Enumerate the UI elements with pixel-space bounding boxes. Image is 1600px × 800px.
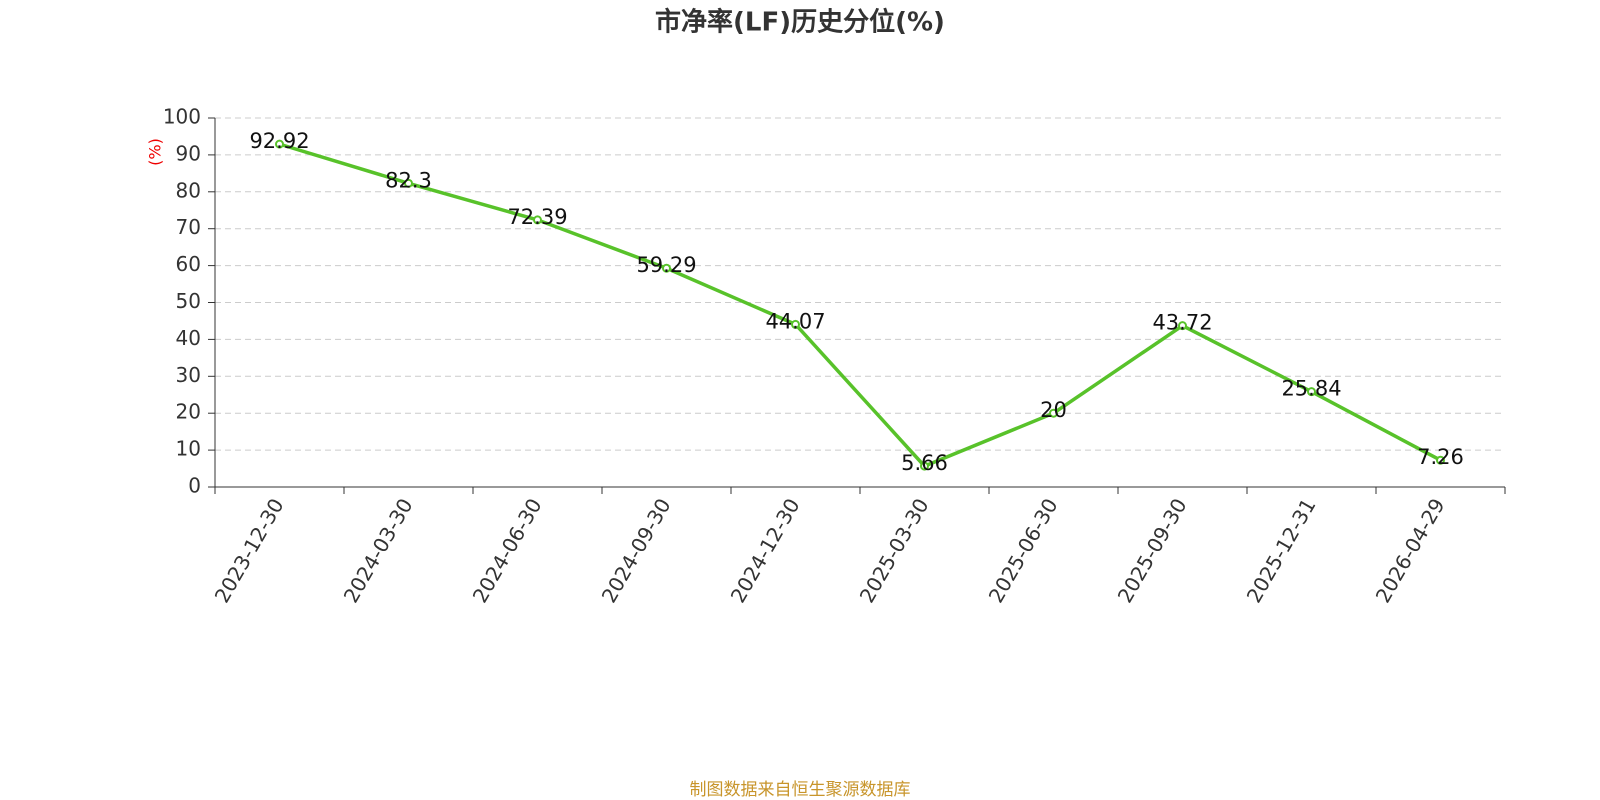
point bbox=[920, 461, 929, 471]
point bbox=[275, 139, 284, 149]
x-tick-label: 2025-12-31 bbox=[1242, 494, 1321, 607]
data-label: 92.92 bbox=[249, 129, 309, 153]
data-label: 7.26 bbox=[1417, 445, 1464, 469]
point bbox=[791, 319, 800, 329]
point bbox=[1178, 321, 1187, 331]
y-tick-label: 100 bbox=[163, 105, 201, 129]
y-tick-label: 60 bbox=[176, 252, 201, 276]
chart-title: 市净率(LF)历史分位(%) bbox=[655, 7, 945, 38]
data-label: 82.3 bbox=[385, 168, 432, 192]
data-label: 72.39 bbox=[507, 205, 567, 229]
x-tick-label: 2024-06-30 bbox=[468, 494, 547, 607]
x-tick-label: 2024-12-30 bbox=[726, 494, 805, 607]
point bbox=[1049, 408, 1058, 418]
data-label: 5.66 bbox=[901, 451, 948, 475]
point bbox=[533, 215, 542, 225]
point bbox=[404, 178, 413, 188]
y-tick-label: 20 bbox=[176, 400, 201, 424]
x-tick-label: 2025-03-30 bbox=[855, 494, 934, 607]
x-tick-label: 2025-09-30 bbox=[1113, 494, 1192, 607]
y-tick-label: 40 bbox=[176, 326, 201, 350]
y-tick-label: 80 bbox=[176, 178, 201, 202]
y-tick-label: 0 bbox=[188, 474, 201, 498]
y-tick-label: 70 bbox=[176, 215, 201, 239]
line bbox=[278, 142, 1442, 469]
point bbox=[662, 263, 671, 273]
x-tick-label: 2026-04-29 bbox=[1371, 494, 1450, 607]
data-label: 43.72 bbox=[1152, 311, 1212, 335]
data-label: 44.07 bbox=[765, 309, 825, 333]
x-tick-label: 2025-06-30 bbox=[984, 494, 1063, 607]
x-tick-label: 2024-09-30 bbox=[597, 494, 676, 607]
y-tick-label: 50 bbox=[176, 289, 201, 313]
source-note: 制图数据来自恒生聚源数据库 bbox=[690, 780, 911, 800]
y-tick-label: 30 bbox=[176, 363, 201, 387]
point bbox=[1307, 387, 1316, 397]
x-tick-label: 2024-03-30 bbox=[339, 494, 418, 607]
y-tick-label: 10 bbox=[176, 437, 201, 461]
data-label: 59.29 bbox=[636, 253, 696, 277]
point bbox=[1436, 455, 1445, 465]
y-tick-label: 90 bbox=[176, 141, 201, 165]
y-axis-label: (%) bbox=[146, 138, 165, 166]
data-label: 20 bbox=[1040, 398, 1067, 422]
data-label: 25.84 bbox=[1281, 377, 1341, 401]
x-tick-label: 2023-12-30 bbox=[210, 494, 289, 607]
